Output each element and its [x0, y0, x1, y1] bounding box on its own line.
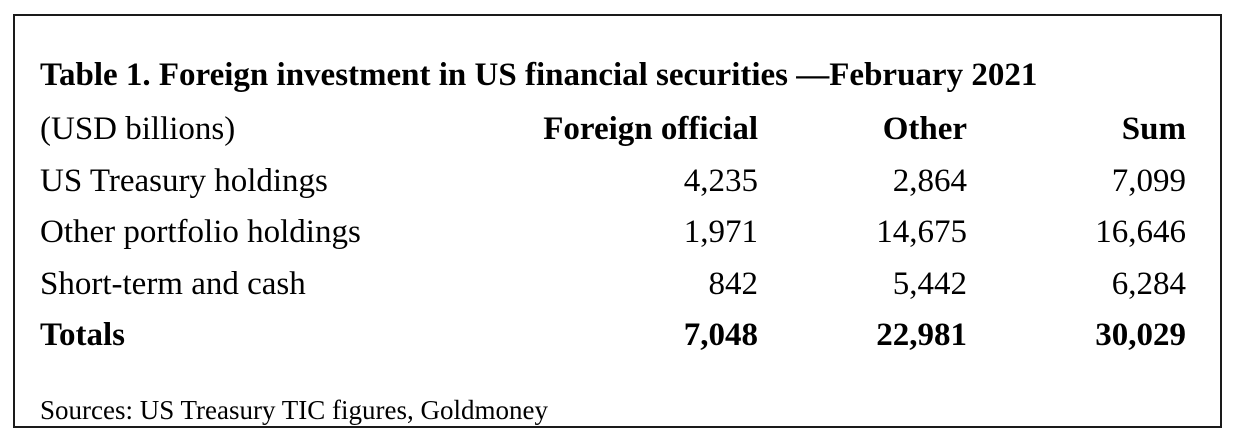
- column-header-other: Other: [882, 111, 967, 147]
- cell-other: 2,864: [892, 162, 967, 199]
- cell-foreign-official: 842: [708, 265, 759, 302]
- row-label: Short-term and cash: [40, 265, 306, 302]
- column-header-foreign-official: Foreign official: [543, 111, 758, 147]
- total-sum: 30,029: [1095, 317, 1186, 353]
- total-foreign-official: 7,048: [683, 317, 758, 353]
- data-table: (USD billions) Foreign official Other Su…: [40, 104, 1186, 362]
- table-row: Other portfolio holdings 1,971 14,675 16…: [40, 207, 1186, 259]
- table-title: Table 1. Foreign investment in US financ…: [40, 57, 1038, 93]
- totals-label: Totals: [40, 317, 125, 353]
- table-row: Short-term and cash 842 5,442 6,284: [40, 259, 1186, 311]
- cell-sum: 16,646: [1095, 214, 1186, 250]
- header-row: (USD billions) Foreign official Other Su…: [40, 104, 1186, 156]
- row-label: US Treasury holdings: [40, 162, 328, 199]
- row-label: Other portfolio holdings: [40, 214, 361, 250]
- cell-other: 5,442: [892, 265, 967, 302]
- total-other: 22,981: [876, 317, 967, 353]
- cell-foreign-official: 4,235: [683, 162, 758, 199]
- source-note: Sources: US Treasury TIC figures, Goldmo…: [40, 395, 548, 425]
- cell-other: 14,675: [876, 214, 967, 250]
- table-frame: [13, 14, 1222, 428]
- units-label: (USD billions): [40, 111, 236, 147]
- cell-sum: 7,099: [1111, 162, 1186, 199]
- table-row: US Treasury holdings 4,235 2,864 7,099: [40, 156, 1186, 208]
- cell-foreign-official: 1,971: [683, 214, 758, 250]
- cell-sum: 6,284: [1111, 265, 1186, 302]
- totals-row: Totals 7,048 22,981 30,029: [40, 310, 1186, 362]
- column-header-sum: Sum: [1121, 111, 1186, 147]
